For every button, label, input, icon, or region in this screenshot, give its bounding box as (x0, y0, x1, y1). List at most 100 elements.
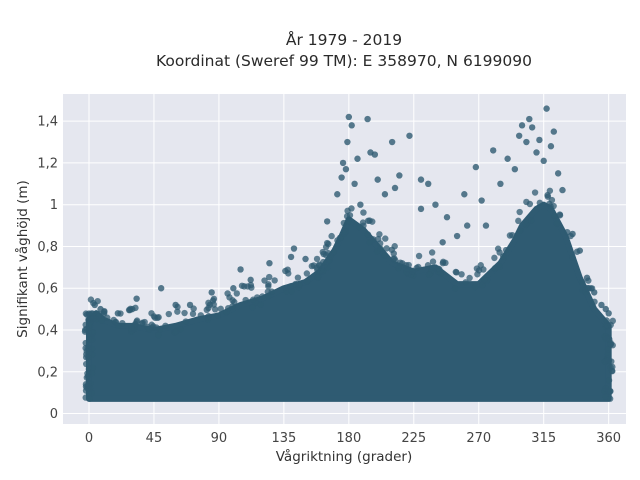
data-point (319, 248, 327, 256)
data-point (88, 310, 96, 317)
data-point (257, 301, 264, 308)
y-tick-label: 1,2 (37, 156, 58, 171)
data-point (314, 266, 321, 274)
outlier-point (482, 222, 490, 229)
data-point (382, 235, 389, 242)
data-point (288, 288, 295, 295)
data-point (536, 199, 543, 207)
data-point (115, 322, 122, 329)
data-point (526, 200, 534, 208)
outlier-point (290, 245, 298, 252)
data-point (203, 306, 210, 314)
data-point (499, 253, 507, 260)
data-point (603, 317, 610, 324)
outlier-point (543, 105, 550, 112)
outlier-point (528, 124, 536, 131)
outlier-point (323, 218, 331, 225)
data-point (83, 348, 90, 355)
data-point (605, 357, 613, 364)
outlier-point (526, 115, 533, 123)
outlier-point (114, 310, 122, 317)
outlier-point (338, 174, 345, 181)
outlier-point (391, 184, 399, 192)
data-point (249, 296, 257, 303)
outlier-point (439, 239, 446, 246)
data-point (569, 254, 576, 261)
data-point (553, 220, 561, 227)
data-point (391, 255, 398, 262)
data-point (516, 208, 523, 216)
data-point (344, 218, 352, 225)
data-point (425, 271, 433, 278)
outlier-point (364, 115, 371, 123)
data-point (259, 293, 266, 300)
outlier-point (540, 157, 547, 165)
data-point (591, 298, 598, 305)
y-tick-label: 1,4 (37, 115, 58, 130)
data-point (395, 265, 402, 272)
outlier-point (417, 205, 425, 213)
data-point (266, 273, 273, 281)
outlier-point (417, 176, 425, 183)
data-point (547, 203, 554, 210)
data-point (452, 268, 460, 276)
outlier-point (554, 170, 562, 177)
data-point (294, 274, 302, 281)
outlier-point (247, 276, 254, 284)
data-point (348, 205, 355, 212)
outlier-point (157, 285, 165, 292)
y-tick-label: 1 (50, 198, 58, 213)
x-axis-label: Vågriktning (grader) (276, 448, 413, 465)
data-point (480, 276, 488, 284)
data-point (556, 211, 564, 218)
data-point (292, 280, 299, 288)
x-tick-label: 225 (401, 431, 426, 446)
outlier-point (339, 159, 347, 167)
data-point (324, 263, 331, 271)
data-point (82, 354, 90, 361)
data-point (82, 339, 89, 347)
data-point (224, 290, 231, 297)
data-point (328, 232, 335, 240)
data-point (303, 270, 311, 277)
outlier-point (536, 136, 543, 144)
outlier-point (351, 180, 358, 188)
outlier-point (97, 305, 104, 313)
outlier-point (461, 191, 468, 198)
outlier-point (388, 138, 396, 146)
outlier-point (598, 301, 605, 309)
outlier-point (550, 128, 558, 135)
x-tick-label: 315 (531, 431, 556, 446)
data-point (210, 301, 217, 308)
outlier-point (518, 122, 526, 129)
data-point (415, 263, 422, 271)
data-point (265, 281, 272, 288)
data-point (376, 231, 383, 238)
outlier-point (547, 143, 555, 150)
data-point (397, 259, 404, 266)
data-point (491, 254, 498, 262)
outlier-point (208, 289, 215, 296)
data-point (473, 265, 481, 272)
outlier-point (186, 301, 194, 309)
outlier-point (230, 285, 237, 292)
outlier-point (523, 138, 530, 146)
outlier-point (348, 122, 355, 129)
x-tick-label: 270 (466, 431, 491, 446)
y-axis-label: Signifikant våghöjd (m) (14, 180, 31, 338)
data-point (436, 265, 443, 273)
data-point (336, 234, 344, 242)
data-point (88, 389, 96, 397)
data-point (82, 394, 89, 401)
outlier-point (569, 230, 576, 238)
data-point (319, 267, 327, 275)
outlier-point (345, 113, 353, 121)
data-point (287, 283, 294, 290)
data-point (405, 261, 412, 269)
data-point (544, 193, 552, 200)
outlier-point (425, 180, 432, 188)
data-point (502, 246, 510, 254)
data-point (343, 213, 351, 220)
y-tick-label: 0,6 (37, 282, 58, 297)
data-point (462, 279, 469, 286)
